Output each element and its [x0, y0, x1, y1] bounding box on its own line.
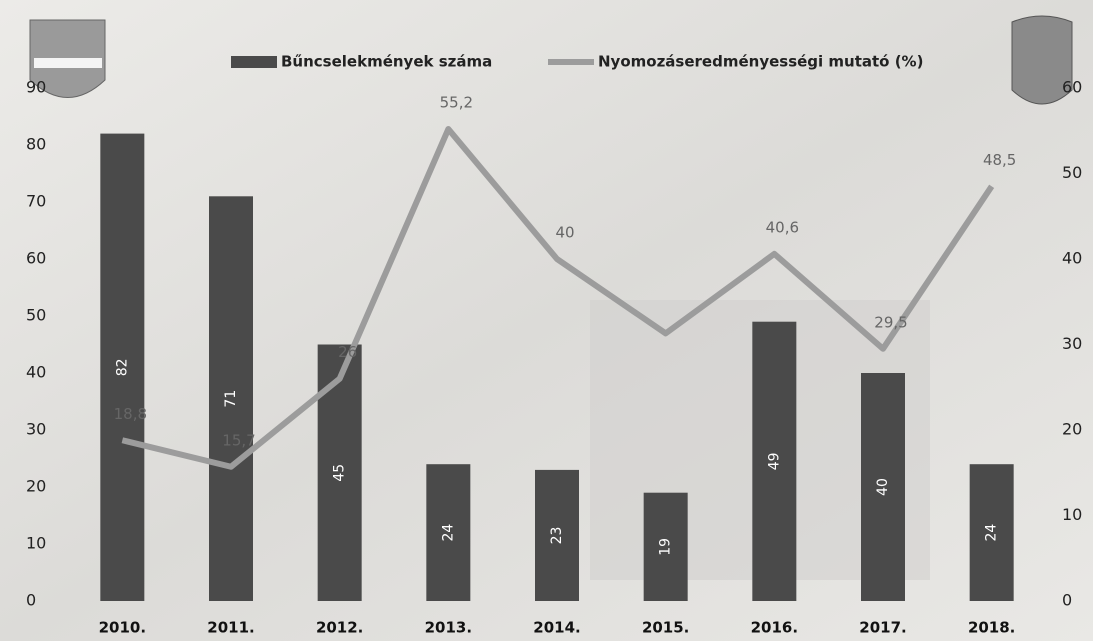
bar-value-label: 19 — [658, 538, 674, 556]
y2-tick-label: 50 — [1062, 163, 1082, 182]
bar-value-label: 45 — [332, 464, 348, 482]
x-tick-label: 2018. — [968, 619, 1015, 637]
x-tick-label: 2017. — [859, 619, 906, 637]
legend-swatch-bar — [231, 56, 277, 68]
bar — [643, 492, 688, 601]
y2-tick-label: 40 — [1062, 249, 1082, 268]
y-tick-label: 90 — [26, 78, 46, 97]
y-tick-label: 60 — [26, 249, 46, 268]
line-value-label: 48,5 — [983, 151, 1016, 169]
y2-tick-label: 10 — [1062, 505, 1082, 524]
x-tick-label: 2011. — [207, 619, 254, 637]
y2-tick-label: 0 — [1062, 591, 1072, 610]
x-tick-label: 2016. — [751, 619, 798, 637]
bar-value-label: 23 — [549, 527, 565, 545]
bar — [861, 373, 905, 601]
bar-value-label: 40 — [875, 478, 891, 496]
legend-label: Bűncselekmények száma — [281, 53, 492, 71]
line-value-label: 29,5 — [874, 313, 907, 331]
line-value-label: 26 — [338, 343, 357, 361]
line-value-label: 40,6 — [766, 218, 799, 236]
bar-value-label: 24 — [440, 524, 456, 542]
line — [121, 126, 995, 470]
bar-value-label: 82 — [114, 358, 130, 376]
bar — [752, 321, 797, 601]
y2-tick-label: 20 — [1062, 420, 1082, 439]
bar — [535, 469, 579, 601]
bar — [100, 133, 145, 601]
bar-value-label: 49 — [766, 452, 782, 470]
line-value-label: 40 — [555, 224, 574, 242]
x-tick-label: 2010. — [99, 619, 146, 637]
y-tick-label: 20 — [26, 477, 46, 496]
bar — [209, 196, 253, 602]
bar-value-label: 71 — [223, 390, 239, 408]
x-tick-label: 2015. — [642, 619, 689, 637]
line-value-label: 55,2 — [440, 94, 473, 112]
y-tick-label: 80 — [26, 135, 46, 154]
legend-label: Nyomozáseredményességi mutató (%) — [598, 53, 923, 71]
y-tick-label: 70 — [26, 192, 46, 211]
bar — [426, 464, 471, 601]
x-tick-label: 2013. — [425, 619, 472, 637]
y-tick-label: 40 — [26, 363, 46, 382]
y-tick-label: 30 — [26, 420, 46, 439]
line-value-label: 18,8 — [114, 405, 147, 423]
legend: Bűncselekmények száma Nyomozáseredményes… — [231, 53, 923, 71]
line-value-label: 15,7 — [222, 431, 255, 449]
y2-tick-label: 30 — [1062, 334, 1082, 353]
x-tick-label: 2012. — [316, 619, 363, 637]
bar-value-label: 24 — [984, 524, 1000, 542]
y-tick-label: 0 — [26, 591, 36, 610]
y2-tick-label: 60 — [1062, 78, 1082, 97]
bar — [969, 464, 1014, 601]
x-tick-label: 2014. — [533, 619, 580, 637]
y-tick-label: 10 — [26, 534, 46, 553]
logo-left — [29, 19, 106, 98]
logo-right — [1011, 15, 1073, 105]
y-tick-label: 50 — [26, 306, 46, 325]
